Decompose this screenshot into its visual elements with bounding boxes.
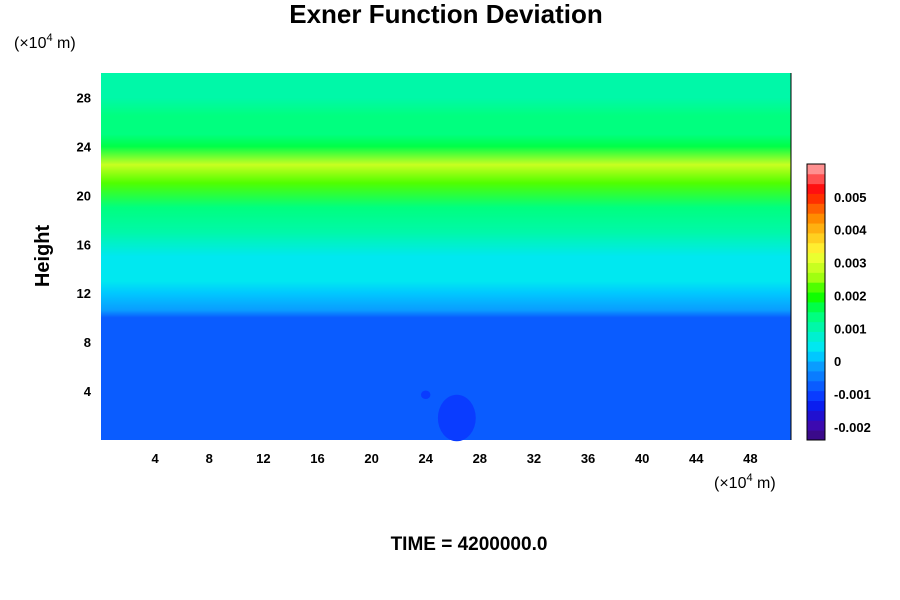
y-axis-unit: (×104 m) <box>14 32 76 52</box>
x-tick-label-7: 32 <box>527 451 541 466</box>
colorbar-cell-4 <box>807 390 825 401</box>
x-tick-label-3: 16 <box>310 451 324 466</box>
colorbar-cell-17 <box>807 262 825 273</box>
colorbar-cell-23 <box>807 203 825 214</box>
colorbar-cell-5 <box>807 380 825 392</box>
colorbar-cell-16 <box>807 272 825 283</box>
colorbar-tick-label-3: 0.001 <box>834 321 867 336</box>
x-tick-label-10: 44 <box>689 451 704 466</box>
x-tick-label-1: 8 <box>206 451 213 466</box>
y-tick-label-6: 28 <box>77 90 91 105</box>
colorbar-cell-2 <box>807 410 825 421</box>
colorbar-cell-14 <box>807 292 825 303</box>
y-tick-label-1: 8 <box>84 335 91 350</box>
colorbar-cell-25 <box>807 183 825 194</box>
x-axis-ticks: 4 8 12 16 20 24 28 32 36 40 44 48 <box>152 451 758 466</box>
colorbar-cell-10 <box>807 331 825 342</box>
colorbar-cells <box>807 164 825 441</box>
colorbar-tick-label-7: 0.005 <box>834 190 867 205</box>
colorbar-border <box>806 163 826 441</box>
colorbar-cell-7 <box>807 361 825 372</box>
colorbar-tick-label-1: -0.001 <box>834 387 871 402</box>
colorbar-cell-20 <box>807 233 825 244</box>
chart-title: Exner Function Deviation <box>289 0 603 29</box>
plot-area <box>101 73 792 442</box>
colorbar-cell-6 <box>807 371 825 382</box>
colorbar-cell-11 <box>807 321 825 332</box>
y-tick-label-2: 12 <box>77 286 91 301</box>
y-tick-label-0: 4 <box>84 384 92 399</box>
colorbar-tick-label-0: -0.002 <box>834 420 871 435</box>
colorbar-tick-label-5: 0.003 <box>834 256 867 271</box>
y-tick-label-4: 20 <box>77 188 91 203</box>
y-tick-label-5: 24 <box>77 139 92 154</box>
colorbar-cell-8 <box>807 351 825 362</box>
x-tick-label-9: 40 <box>635 451 649 466</box>
y-tick-label-3: 16 <box>77 237 91 252</box>
colorbar: -0.002 -0.001 0 0.001 0.002 0.003 0.004 0.005 <box>806 163 871 441</box>
colorbar-cell-3 <box>807 400 825 411</box>
colorbar-cell-27 <box>807 164 825 175</box>
colorbar-cell-21 <box>807 223 825 234</box>
colorbar-cell-19 <box>807 242 825 254</box>
x-tick-label-0: 4 <box>152 451 160 466</box>
colorbar-tick-label-6: 0.004 <box>834 223 867 238</box>
field-background <box>101 73 791 440</box>
colorbar-cell-12 <box>807 311 825 323</box>
colorbar-cell-13 <box>807 302 825 313</box>
colorbar-ticks: -0.002 -0.001 0 0.001 0.002 0.003 0.004 0.005 <box>834 190 871 435</box>
y-axis-title: Height <box>32 225 54 288</box>
colorbar-cell-9 <box>807 341 825 352</box>
x-tick-label-2: 12 <box>256 451 270 466</box>
field-feature-0 <box>437 394 476 442</box>
x-tick-label-4: 20 <box>364 451 378 466</box>
colorbar-cell-15 <box>807 282 825 293</box>
colorbar-cell-26 <box>807 173 825 185</box>
colorbar-cell-18 <box>807 252 825 263</box>
colorbar-cell-0 <box>807 430 825 441</box>
colorbar-cell-24 <box>807 193 825 204</box>
colorbar-cell-1 <box>807 420 825 431</box>
x-tick-label-11: 48 <box>743 451 757 466</box>
colorbar-tick-label-2: 0 <box>834 354 841 369</box>
colorbar-cell-22 <box>807 213 825 224</box>
colorbar-tick-label-4: 0.002 <box>834 288 867 303</box>
x-tick-label-6: 28 <box>473 451 487 466</box>
field-feature-1 <box>420 390 431 400</box>
time-label: TIME = 4200000.0 <box>391 534 548 555</box>
x-tick-label-5: 24 <box>418 451 433 466</box>
x-axis-unit: (×104 m) <box>714 472 776 492</box>
x-tick-label-8: 36 <box>581 451 595 466</box>
field-features <box>420 390 476 442</box>
y-axis-ticks: 4 8 12 16 20 24 28 <box>77 90 92 399</box>
